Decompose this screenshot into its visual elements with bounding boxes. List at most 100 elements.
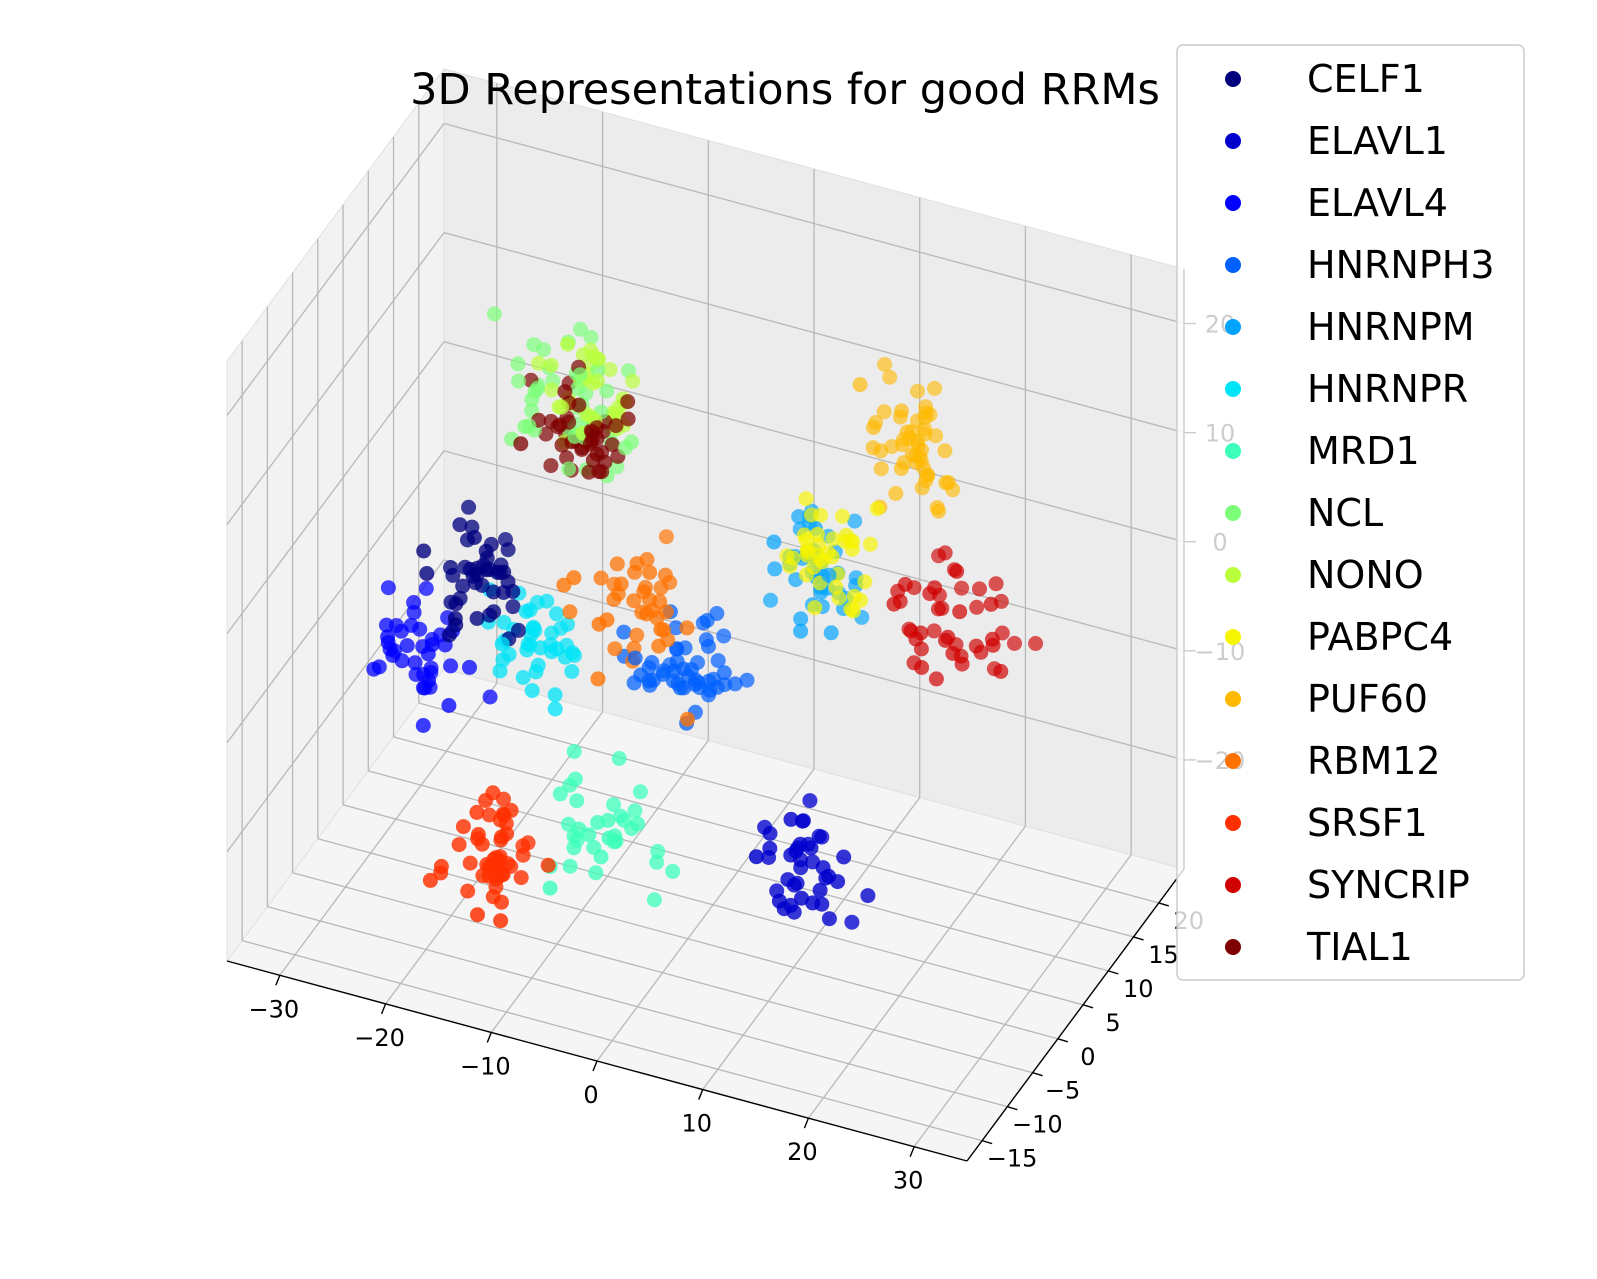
data-point-syncrip <box>952 604 968 620</box>
data-point-celf1 <box>448 617 464 633</box>
y-tick-mark <box>1032 1072 1043 1077</box>
data-point-pabpc4 <box>843 601 859 617</box>
data-point-elavl1 <box>783 811 799 827</box>
y-tick-label: −5 <box>1045 1077 1080 1105</box>
y-tick-mark <box>1133 936 1144 941</box>
data-point-elavl1 <box>844 914 860 930</box>
data-point-rbm12 <box>680 711 695 727</box>
data-point-syncrip <box>937 545 953 561</box>
legend: CELF1 ELAVL1 ELAVL4 HNRNPH3 HNRNPM HNRNPR MRD1… <box>1176 44 1525 981</box>
data-point-ncl <box>486 306 502 322</box>
data-point-pabpc4 <box>853 592 868 608</box>
data-point-hnrnpr <box>547 701 563 717</box>
data-point-pabpc4 <box>801 545 816 561</box>
data-point-srsf1 <box>469 804 485 820</box>
data-point-rbm12 <box>629 627 645 643</box>
data-point-puf60 <box>873 461 889 477</box>
data-point-rbm12 <box>599 612 615 628</box>
data-point-syncrip <box>954 580 970 596</box>
data-point-mrd1 <box>627 803 643 819</box>
data-point-mrd1 <box>552 786 568 802</box>
data-point-pabpc4 <box>828 579 844 595</box>
data-point-puf60 <box>917 410 933 426</box>
data-point-elavl1 <box>786 877 802 893</box>
grid-line-y <box>292 872 1033 1074</box>
legend-marker <box>1225 319 1241 335</box>
data-point-tial1 <box>608 418 624 434</box>
data-point-srsf1 <box>455 819 471 835</box>
data-point-mrd1 <box>630 816 646 832</box>
data-point-syncrip <box>983 596 999 612</box>
data-point-hnrnpr <box>547 687 563 703</box>
data-point-pabpc4 <box>857 574 873 590</box>
legend-label: MRD1 <box>1307 429 1420 473</box>
data-point-elavl1 <box>762 826 778 841</box>
data-point-celf1 <box>469 611 485 626</box>
legend-marker <box>1225 381 1241 397</box>
grid-line-x <box>807 825 1026 1119</box>
data-point-srsf1 <box>513 870 529 886</box>
data-point-syncrip <box>972 581 987 597</box>
data-point-nono <box>625 373 641 389</box>
y-tick-label: 5 <box>1105 1009 1120 1037</box>
x-tick-label: −20 <box>354 1024 405 1052</box>
data-point-tial1 <box>513 436 529 452</box>
data-point-tial1 <box>581 464 597 480</box>
y-tick-mark <box>1007 1106 1018 1111</box>
data-point-hnrnph3 <box>698 632 714 648</box>
y-tick-mark <box>1158 902 1169 907</box>
data-point-puf60 <box>893 461 909 477</box>
data-point-ncl <box>517 419 533 435</box>
legend-marker <box>1225 443 1241 459</box>
chart-title: 3D Representations for good RRMs <box>410 65 1160 115</box>
data-point-elavl4 <box>380 580 396 596</box>
data-point-srsf1 <box>433 858 449 874</box>
grid-line-y <box>267 906 1008 1108</box>
data-point-nono <box>544 382 560 398</box>
data-point-hnrnpr <box>519 642 535 658</box>
data-point-rbm12 <box>590 671 606 687</box>
grid-line-y <box>241 940 983 1142</box>
data-point-elavl4 <box>399 638 415 654</box>
data-point-ncl <box>561 461 577 477</box>
y-tick-label: −15 <box>987 1145 1038 1173</box>
data-point-srsf1 <box>451 837 467 853</box>
data-point-rbm12 <box>629 556 645 572</box>
legend-marker <box>1225 629 1241 645</box>
data-point-celf1 <box>466 530 482 545</box>
data-point-elavl1 <box>795 813 811 829</box>
data-point-mrd1 <box>562 858 578 874</box>
data-point-elavl1 <box>821 868 837 884</box>
data-point-mrd1 <box>649 854 665 870</box>
data-point-hnrnpm <box>793 611 809 627</box>
data-point-hnrnpr <box>564 664 580 679</box>
data-point-hnrnpm <box>821 567 837 583</box>
data-point-hnrnpr <box>544 644 560 660</box>
data-point-hnrnpr <box>515 670 531 685</box>
data-point-elavl1 <box>812 882 828 898</box>
data-point-elavl1 <box>836 849 852 865</box>
y-tick-mark <box>1082 1004 1094 1009</box>
data-point-srsf1 <box>491 852 507 868</box>
data-point-rbm12 <box>606 592 622 607</box>
data-point-rbm12 <box>658 529 674 545</box>
data-point-mrd1 <box>593 849 609 865</box>
data-point-mrd1 <box>613 808 628 824</box>
data-point-hnrnpr <box>525 621 541 636</box>
data-point-hnrnpm <box>847 513 863 529</box>
x-tick-label: 30 <box>893 1167 924 1195</box>
data-point-syncrip <box>949 563 965 579</box>
data-point-syncrip <box>973 644 989 660</box>
data-point-elavl4 <box>482 689 498 705</box>
data-point-ncl <box>511 373 527 389</box>
grid-line-y <box>342 804 1084 1006</box>
x-tick-label: 0 <box>583 1081 598 1109</box>
data-point-rbm12 <box>642 564 658 580</box>
data-point-srsf1 <box>495 806 511 822</box>
data-point-puf60 <box>916 460 932 476</box>
data-point-hnrnpm <box>793 623 809 639</box>
data-point-elavl4 <box>379 617 394 633</box>
grid-line-x <box>702 797 921 1090</box>
x-tick-mark <box>698 1089 704 1100</box>
